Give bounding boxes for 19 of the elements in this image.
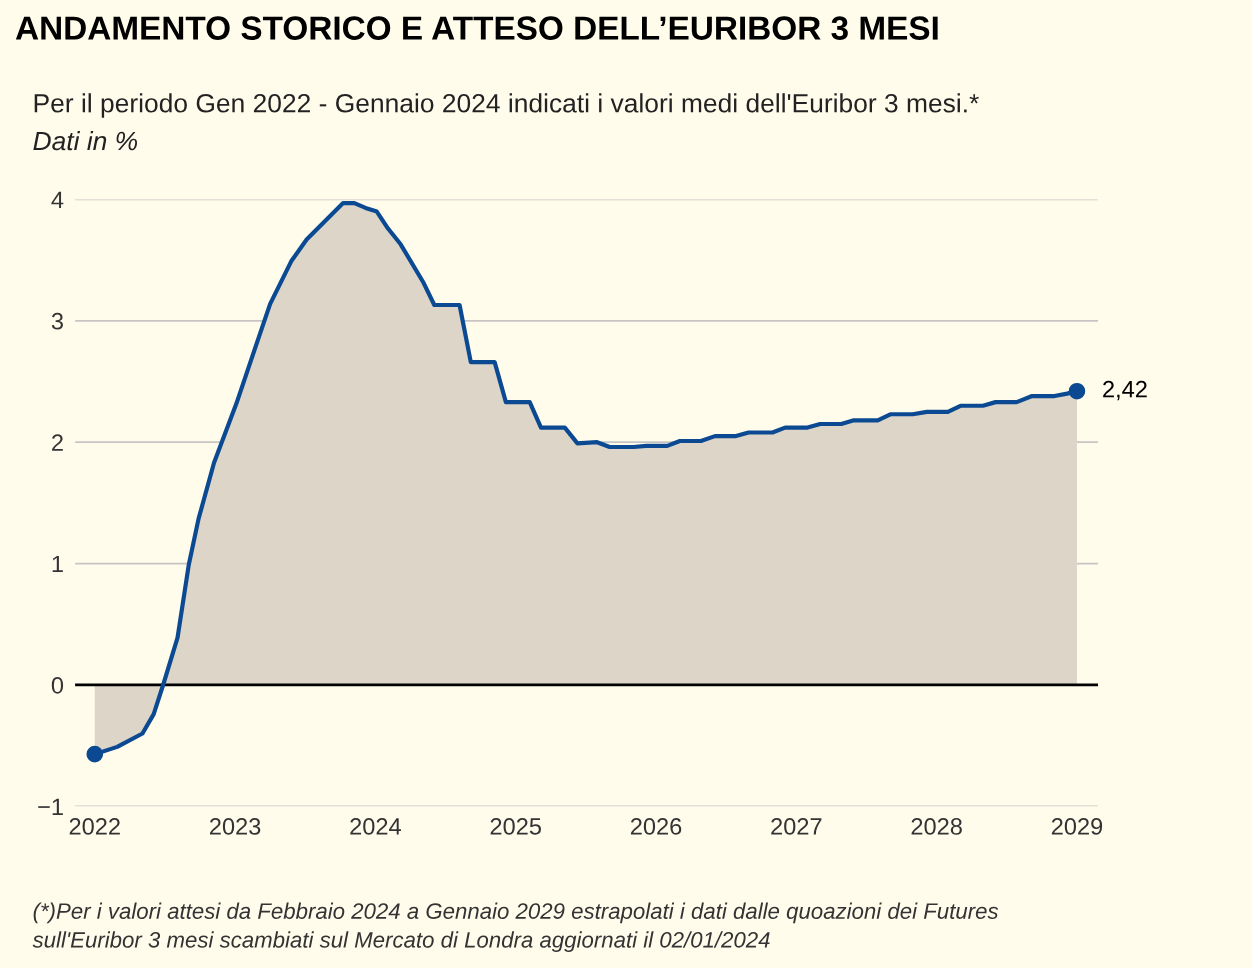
- y-tick-label: −1: [38, 798, 63, 815]
- y-axis-title: Dati in %: [33, 130, 138, 151]
- annotation: 2,42: [1103, 380, 1147, 401]
- x-tick-label: 2024: [350, 818, 401, 835]
- x-tick-label: 2029: [1051, 818, 1103, 835]
- x-tick-label: 2028: [911, 818, 962, 835]
- chart-subtitle: Per il periodo Gen 2022 - Gennaio 2024 indicati i valori medi dell'Euribor 3 mesi.*: [34, 93, 979, 118]
- y-tick-label: 2: [52, 434, 63, 451]
- x-tick-label: 2025: [490, 818, 541, 835]
- x-tick-label: 2023: [210, 818, 261, 835]
- chart-title: ANDAMENTO STORICO E ATTESO DELL’EURIBOR 3 MESI: [15, 16, 938, 40]
- x-tick-label: 2027: [771, 818, 822, 835]
- y-tick-label: 0: [51, 677, 64, 694]
- x-tick-label: 2022: [69, 818, 120, 835]
- text: (*)Per i valori attesi da Febbraio 2024 a Gennaio 2029 estrapolati i dati dalle quoazioni dei Futures sull'Euribor 3 mesi scambiati sul Mercato di Londra aggiornati il 02/01/2024: [32, 902, 999, 953]
- y-tick-label: 4: [51, 191, 64, 208]
- y-tick-label: 3: [51, 312, 63, 330]
- y-tick-label: 1: [52, 555, 63, 573]
- x-tick-label: 2026: [630, 818, 682, 835]
